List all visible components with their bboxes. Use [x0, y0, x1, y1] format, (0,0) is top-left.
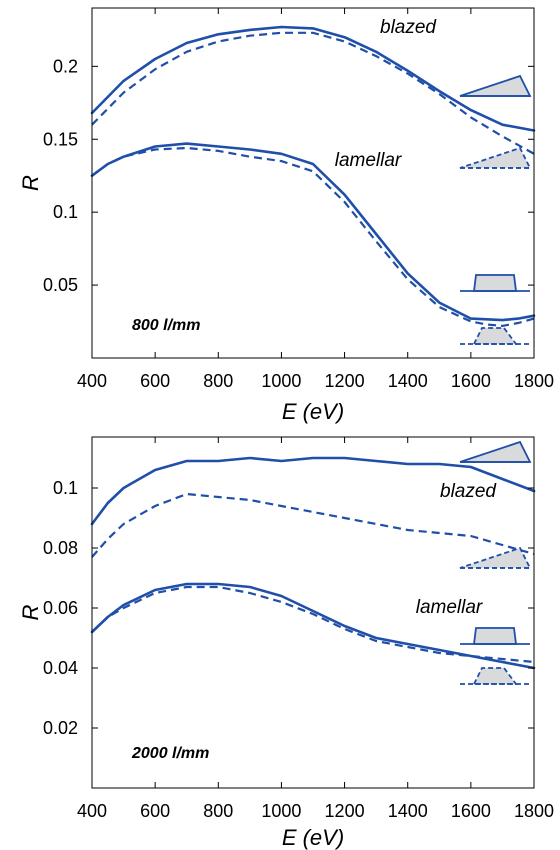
x-tick-label: 1600: [451, 371, 491, 391]
x-tick-label: 600: [140, 371, 170, 391]
x-tick-label: 400: [77, 371, 107, 391]
chart-2000-lines-per-mm: 400 600 800 1000 1200 1400 1600 1800 0.02 0.04 0.0…: [18, 436, 554, 850]
lamellar-groove: [472, 667, 518, 685]
x-tick-label: 800: [203, 371, 233, 391]
x-tick-label: 1200: [325, 801, 365, 821]
y-axis-label: R: [18, 175, 43, 191]
y-tick-label: 0.08: [43, 538, 78, 558]
groove-density-label: 800 l/mm: [132, 317, 200, 334]
blazed-dashed-curve: [91, 31, 535, 155]
x-tick-label: 1000: [261, 801, 301, 821]
lamellar-groove: [472, 627, 518, 645]
y-tick-label: 0.1: [53, 478, 78, 498]
rounded-lamellar-profile-icon: [460, 327, 530, 345]
plot-frame: [91, 7, 535, 359]
x-axis-label: E (eV): [282, 399, 344, 424]
x-tick-label: 1800: [514, 371, 554, 391]
lamellar-label: lamellar: [416, 597, 483, 618]
rounded-blazed-profile-icon: [459, 546, 532, 569]
blazed-dashed-curve: [91, 492, 535, 558]
x-axis-symbol: E: [282, 825, 303, 850]
lamellar-profile-icon: [460, 627, 530, 645]
blazed-label: blazed: [440, 481, 497, 502]
x-tick-label: 600: [140, 801, 170, 821]
x-tick-label: 800: [203, 801, 233, 821]
blazed-profile-icon: [459, 440, 532, 463]
x-tick-label: 1800: [514, 801, 554, 821]
y-tick-label: 0.02: [43, 718, 78, 738]
y-tick-label: 0.04: [43, 658, 78, 678]
lamellar-solid-curve: [90, 582, 536, 670]
lamellar-label: lamellar: [335, 150, 402, 171]
lamellar-groove: [472, 274, 518, 292]
lamellar-dashed-curve: [91, 585, 535, 664]
blazed-facet: [459, 546, 532, 569]
y-tick-label: 0.1: [53, 202, 78, 222]
blazed-label: blazed: [380, 17, 437, 38]
plot-frame: [91, 436, 535, 789]
x-axis-symbol: E: [282, 399, 303, 424]
x-tick-label: 1200: [325, 371, 365, 391]
y-tick-label: 0.2: [53, 56, 78, 76]
lamellar-profile-icon: [460, 274, 530, 292]
x-axis-unit: (eV): [303, 399, 345, 424]
x-tick-label: 1600: [451, 801, 491, 821]
x-tick-label: 400: [77, 801, 107, 821]
x-axis-label: E (eV): [282, 825, 344, 850]
blazed-solid-curve: [90, 25, 536, 132]
chart-800-lines-per-mm: 400 600 800 1000 1200 1400 1600 1800 0.05 0.1 0.15…: [18, 7, 554, 424]
y-axis-label: R: [18, 604, 43, 620]
x-tick-label: 1400: [388, 371, 428, 391]
blazed-facet: [459, 146, 532, 169]
lamellar-solid-curve: [90, 142, 536, 322]
rounded-blazed-profile-icon: [459, 146, 532, 169]
lamellar-dashed-curve: [91, 146, 535, 327]
blazed-profile-icon: [459, 74, 532, 97]
x-axis-unit: (eV): [303, 825, 345, 850]
y-tick-label: 0.06: [43, 598, 78, 618]
groove-density-label: 2000 l/mm: [131, 745, 209, 762]
rounded-lamellar-profile-icon: [460, 667, 530, 685]
x-tick-label: 1400: [388, 801, 428, 821]
x-tick-label: 1000: [261, 371, 301, 391]
y-tick-label: 0.05: [43, 275, 78, 295]
blazed-facet: [459, 74, 532, 97]
blazed-facet: [459, 440, 532, 463]
blazed-solid-curve: [90, 456, 536, 526]
y-tick-label: 0.15: [43, 129, 78, 149]
lamellar-groove: [472, 327, 518, 345]
